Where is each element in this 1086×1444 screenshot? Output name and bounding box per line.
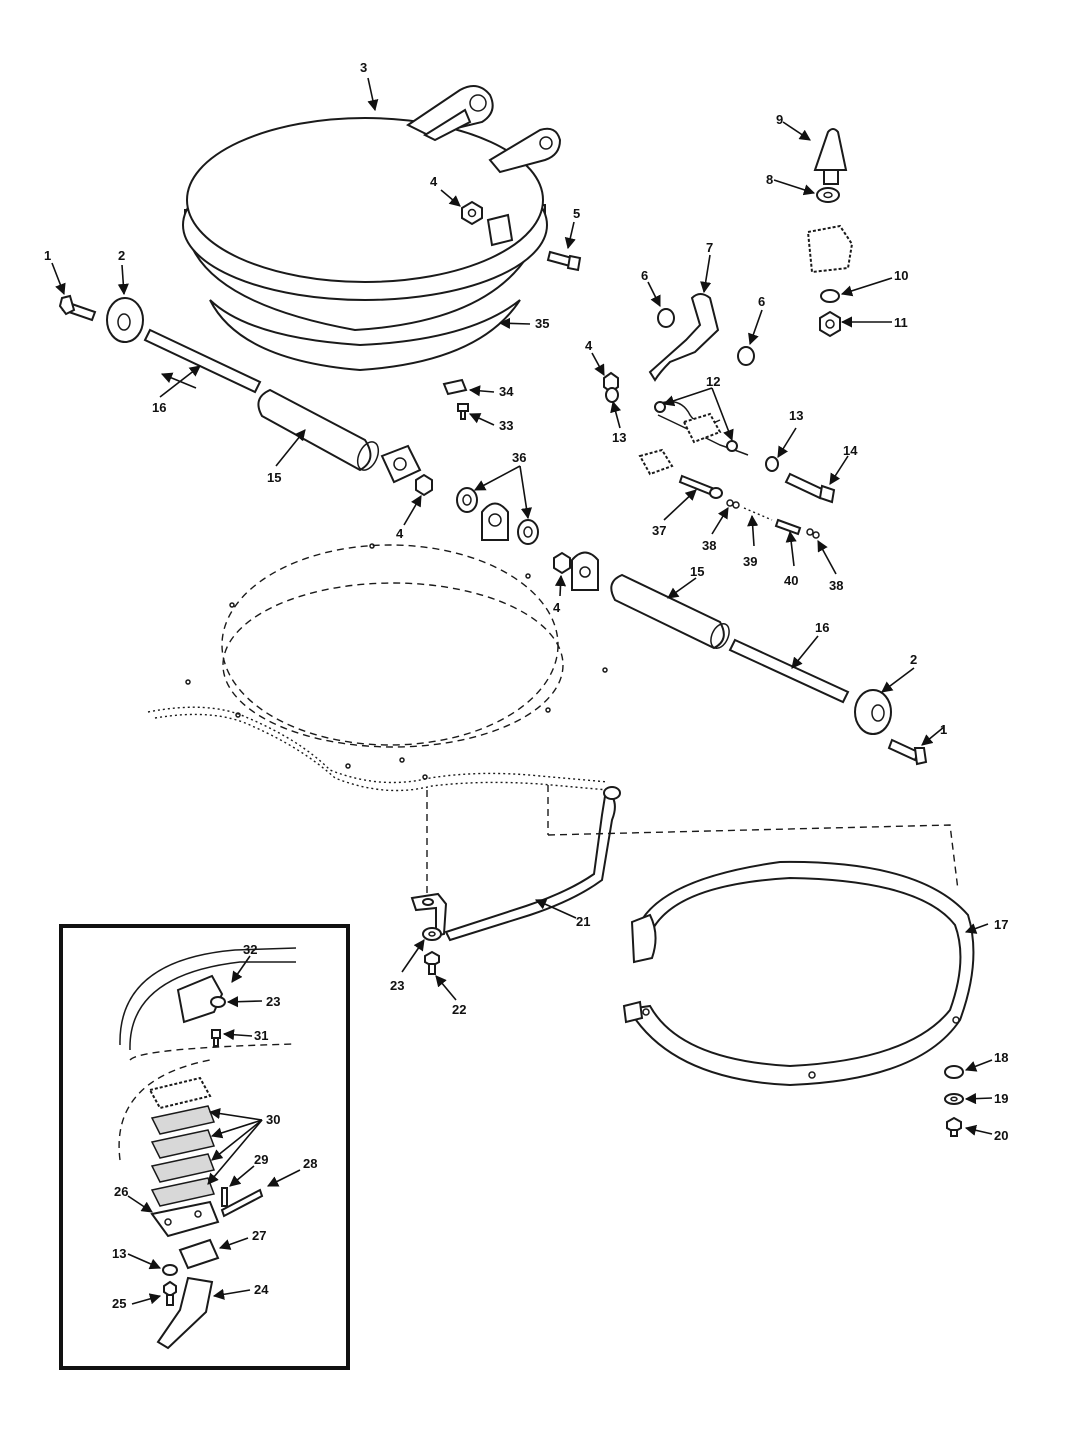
callout-labels: 3 4 5 1 2 35 16 15 34 33 4 36 9 8 10 11 … bbox=[44, 60, 1008, 1311]
callout-15: 15 bbox=[267, 470, 281, 485]
callout-21: 21 bbox=[576, 914, 590, 929]
callout-9: 9 bbox=[776, 112, 783, 127]
callout-34: 34 bbox=[499, 384, 514, 399]
callout-26: 26 bbox=[114, 1184, 128, 1199]
callout-13: 13 bbox=[112, 1246, 126, 1261]
callout-40: 40 bbox=[784, 573, 798, 588]
callout-5: 5 bbox=[573, 206, 580, 221]
callout-27: 27 bbox=[252, 1228, 266, 1243]
callout-7: 7 bbox=[706, 240, 713, 255]
callout-2: 2 bbox=[910, 652, 917, 667]
ring-hardware bbox=[944, 1065, 964, 1137]
callout-14: 14 bbox=[843, 443, 858, 458]
callout-20: 20 bbox=[994, 1128, 1008, 1143]
callout-16: 16 bbox=[152, 400, 166, 415]
callout-29: 29 bbox=[254, 1152, 268, 1167]
bearing-set bbox=[456, 487, 539, 545]
mounting-opening bbox=[147, 543, 609, 792]
callout-25: 25 bbox=[112, 1296, 126, 1311]
callout-12: 12 bbox=[706, 374, 720, 389]
callout-30: 30 bbox=[266, 1112, 280, 1127]
hex-nut bbox=[461, 200, 483, 226]
callout-2: 2 bbox=[118, 248, 125, 263]
callout-38: 38 bbox=[829, 578, 843, 593]
callout-22: 22 bbox=[452, 1002, 466, 1017]
callout-24: 24 bbox=[254, 1282, 269, 1297]
callout-6: 6 bbox=[641, 268, 648, 283]
callout-4: 4 bbox=[553, 600, 561, 615]
right-hinge-shaft bbox=[553, 551, 928, 766]
callout-33: 33 bbox=[499, 418, 513, 433]
callout-19: 19 bbox=[994, 1091, 1008, 1106]
callout-36: 36 bbox=[512, 450, 526, 465]
small-screw bbox=[457, 403, 469, 420]
cover-assembly bbox=[182, 85, 562, 372]
clamp-ring bbox=[622, 860, 975, 1087]
callout-35: 35 bbox=[535, 316, 549, 331]
callout-17: 17 bbox=[994, 917, 1008, 932]
callout-16: 16 bbox=[815, 620, 829, 635]
callout-8: 8 bbox=[766, 172, 773, 187]
callout-4: 4 bbox=[396, 526, 404, 541]
latch-group bbox=[603, 128, 854, 539]
callout-31: 31 bbox=[254, 1028, 268, 1043]
callout-15: 15 bbox=[690, 564, 704, 579]
callout-4: 4 bbox=[430, 174, 438, 189]
callout-6: 6 bbox=[758, 294, 765, 309]
inset-latch-detail bbox=[118, 947, 297, 1350]
callout-38: 38 bbox=[702, 538, 716, 553]
callout-28: 28 bbox=[303, 1156, 317, 1171]
callout-37: 37 bbox=[652, 523, 666, 538]
callout-11: 11 bbox=[894, 315, 908, 330]
callout-4: 4 bbox=[585, 338, 593, 353]
callout-1: 1 bbox=[940, 722, 947, 737]
left-hinge-shaft bbox=[58, 294, 433, 497]
bolt bbox=[546, 250, 582, 272]
shim-plate bbox=[442, 378, 468, 396]
callout-23: 23 bbox=[390, 978, 404, 993]
callout-3: 3 bbox=[360, 60, 367, 75]
callout-23: 23 bbox=[266, 994, 280, 1009]
support-rod bbox=[410, 785, 959, 975]
callout-39: 39 bbox=[743, 554, 757, 569]
callout-13: 13 bbox=[789, 408, 803, 423]
callout-32: 32 bbox=[243, 942, 257, 957]
leader-lines bbox=[51, 77, 993, 1305]
detail-inset-frame bbox=[59, 924, 350, 1370]
callout-18: 18 bbox=[994, 1050, 1008, 1065]
callout-10: 10 bbox=[894, 268, 908, 283]
callout-13: 13 bbox=[612, 430, 626, 445]
callout-1: 1 bbox=[44, 248, 51, 263]
